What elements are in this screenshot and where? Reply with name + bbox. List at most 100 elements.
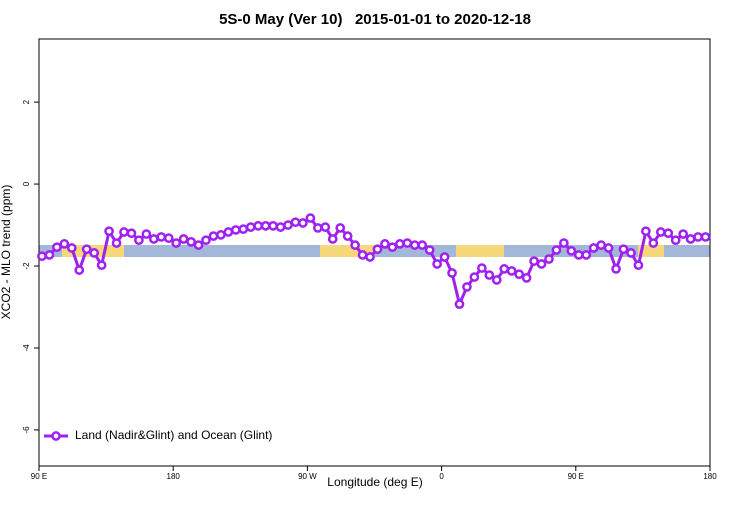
data-point	[626, 248, 636, 258]
data-point	[506, 266, 517, 276]
data-point	[357, 250, 368, 260]
data-point	[81, 244, 92, 255]
x-tick-label: 90 E	[31, 472, 47, 481]
data-point	[89, 248, 100, 258]
x-tick-label: 90 E	[568, 472, 584, 481]
data-point	[536, 259, 547, 269]
x-axis-label: Longitude (deg E)	[327, 475, 422, 489]
data-point	[134, 235, 144, 246]
data-point	[484, 270, 495, 280]
data-point	[111, 238, 122, 248]
data-point	[477, 263, 487, 273]
data-point	[417, 240, 428, 250]
data-point	[96, 260, 107, 271]
data-point	[171, 238, 182, 248]
data-point	[37, 251, 47, 262]
data-point	[663, 228, 674, 239]
data-point	[521, 273, 532, 283]
data-point	[491, 275, 502, 285]
data-point	[342, 231, 353, 241]
legend-label: Land (Nadir&Glint) and Ocean (Glint)	[75, 428, 272, 442]
land-strip	[456, 245, 504, 257]
data-point	[178, 234, 189, 244]
data-point	[74, 265, 85, 275]
data-point	[283, 220, 293, 230]
data-point	[193, 240, 204, 250]
data-point	[439, 252, 450, 262]
x-tick-label: 180	[703, 472, 717, 481]
legend-marker	[51, 431, 61, 441]
y-tick-label: -6	[22, 426, 31, 434]
data-point	[335, 223, 346, 233]
data-point	[156, 232, 167, 242]
data-point	[581, 250, 592, 260]
data-point	[648, 238, 659, 248]
data-point	[141, 229, 152, 239]
x-tick-label: 0	[439, 472, 444, 481]
data-point	[119, 227, 129, 237]
y-tick-label: -4	[22, 344, 31, 352]
data-point	[327, 234, 338, 244]
data-point	[305, 213, 316, 223]
legend: Land (Nadir&Glint) and Ocean (Glint)	[44, 428, 272, 442]
data-point	[312, 223, 323, 233]
data-point	[551, 245, 562, 255]
data-point	[253, 221, 264, 231]
y-tick-label: 2	[22, 99, 31, 104]
x-tick-label: 90 W	[298, 472, 317, 481]
data-point	[566, 246, 577, 256]
data-point	[66, 243, 77, 253]
data-point	[104, 226, 114, 237]
data-point	[469, 272, 480, 282]
data-point	[424, 245, 435, 255]
data-point	[163, 233, 174, 244]
data-point	[573, 250, 584, 260]
y-tick-label: -2	[22, 262, 31, 270]
data-point	[320, 222, 331, 232]
data-point	[245, 222, 256, 232]
y-axis-label: XCO2 - MLO trend (ppm)	[0, 185, 13, 320]
data-point	[588, 243, 599, 253]
data-point	[655, 227, 666, 237]
data-point	[186, 236, 196, 247]
data-point	[148, 234, 159, 244]
land-strip	[638, 245, 664, 257]
data-point	[409, 240, 420, 250]
data-point	[59, 239, 70, 249]
data-point	[208, 231, 219, 241]
data-point	[372, 244, 383, 255]
data-point	[402, 238, 413, 248]
data-point	[678, 229, 689, 239]
data-point	[447, 268, 457, 278]
data-point	[559, 238, 569, 248]
data-point	[432, 259, 442, 269]
data-point	[387, 242, 398, 253]
data-point	[380, 239, 390, 249]
data-point	[641, 226, 651, 237]
data-point	[394, 239, 405, 249]
data-point	[365, 252, 375, 262]
data-point	[693, 232, 703, 242]
data-point	[633, 260, 644, 271]
chart-title: 5S-0 May (Ver 10) 2015-01-01 to 2020-12-…	[219, 11, 531, 28]
data-point	[462, 282, 472, 292]
data-point	[52, 242, 62, 253]
data-point	[700, 232, 711, 242]
data-point	[238, 224, 249, 234]
data-point	[298, 218, 308, 228]
data-point	[201, 235, 211, 246]
data-point	[499, 264, 510, 274]
data-point	[454, 299, 465, 309]
data-point	[529, 256, 539, 266]
data-point	[611, 264, 621, 274]
data-point	[260, 221, 271, 231]
data-point	[618, 244, 629, 255]
data-point	[223, 227, 234, 237]
y-tick-label: 0	[22, 181, 31, 186]
x-tick-label: 180	[167, 472, 181, 481]
data-point	[290, 217, 301, 228]
data-point	[514, 269, 524, 280]
data-point	[685, 234, 696, 244]
data-point	[216, 230, 226, 240]
